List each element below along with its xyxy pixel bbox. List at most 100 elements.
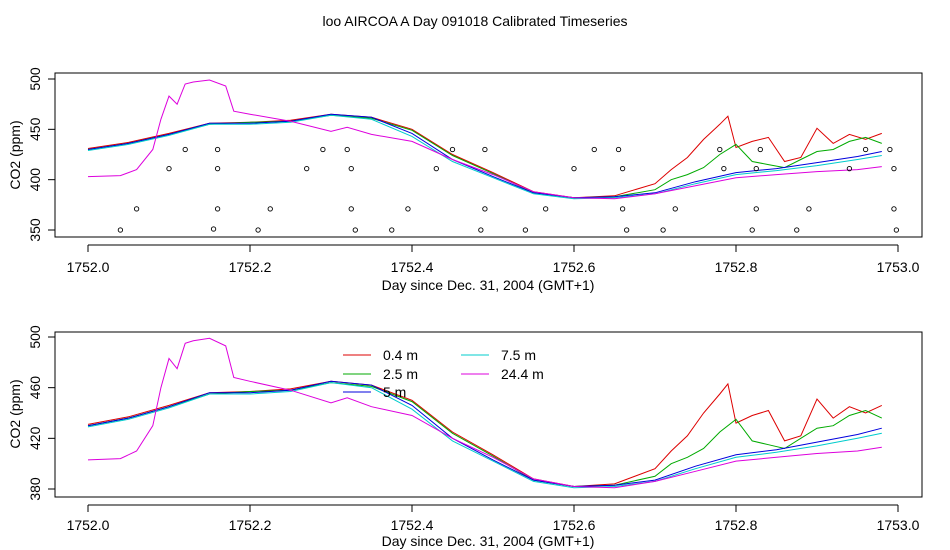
data-marker bbox=[478, 227, 484, 233]
data-marker bbox=[806, 206, 812, 212]
data-marker bbox=[389, 227, 395, 233]
data-marker bbox=[717, 146, 723, 153]
series-line-24-4-m bbox=[87, 79, 882, 200]
y-tick-label: 500 bbox=[27, 325, 43, 349]
x-tick-label: 1752.2 bbox=[229, 259, 272, 275]
x-tick-label: 1753.0 bbox=[877, 259, 920, 275]
data-marker bbox=[214, 146, 221, 153]
data-marker bbox=[753, 206, 759, 212]
data-marker bbox=[433, 165, 439, 172]
data-marker bbox=[619, 165, 626, 172]
data-marker bbox=[449, 146, 456, 153]
legend-label: 5 m bbox=[383, 384, 406, 400]
data-marker bbox=[757, 146, 763, 153]
data-marker bbox=[255, 227, 261, 233]
x-axis-bottom: 1752.0 1752.2 1752.4 1752.6 1752.8 1753.0 bbox=[67, 504, 920, 533]
plot-frame-bottom bbox=[54, 331, 923, 498]
series-group-top bbox=[87, 79, 882, 200]
legend-label: 2.5 m bbox=[383, 366, 418, 382]
data-marker bbox=[214, 206, 221, 212]
y-tick-label: 500 bbox=[27, 67, 43, 91]
data-marker bbox=[133, 206, 140, 212]
series-line-0-4-m bbox=[87, 380, 883, 488]
legend-label: 24.4 m bbox=[501, 366, 544, 382]
data-marker bbox=[210, 226, 217, 232]
data-marker bbox=[624, 227, 630, 233]
series-group-bottom bbox=[87, 337, 883, 489]
data-marker bbox=[304, 165, 310, 172]
series-line-5-m bbox=[87, 380, 882, 488]
data-marker bbox=[352, 227, 358, 233]
series-line-24-4-m bbox=[87, 337, 882, 489]
data-marker bbox=[166, 165, 172, 172]
data-marker bbox=[893, 227, 900, 233]
legend-label: 0.4 m bbox=[383, 347, 418, 363]
data-marker bbox=[749, 227, 755, 233]
y-tick-label: 450 bbox=[27, 117, 43, 141]
series-line-2-5-m bbox=[87, 382, 883, 488]
x-tick-label: 1752.0 bbox=[67, 259, 110, 275]
data-marker bbox=[405, 206, 411, 212]
x-axis-label-bottom: Day since Dec. 31, 2004 (GMT+1) bbox=[382, 533, 595, 549]
data-marker bbox=[891, 165, 897, 172]
panel-top: 1752.0 1752.2 1752.4 1752.6 1752.8 1753.0 350… bbox=[7, 67, 923, 293]
data-marker bbox=[891, 206, 897, 212]
data-marker bbox=[482, 206, 488, 212]
data-marker bbox=[348, 165, 354, 172]
y-axis-label-bottom: CO2 (ppm) bbox=[7, 379, 23, 448]
x-tick-label: 1752.2 bbox=[229, 517, 272, 533]
data-marker bbox=[672, 206, 678, 212]
data-marker bbox=[794, 227, 800, 233]
x-tick-label: 1752.6 bbox=[553, 259, 596, 275]
series-line-7-5-m bbox=[87, 382, 882, 489]
data-marker bbox=[348, 206, 354, 212]
y-tick-label: 420 bbox=[27, 426, 43, 450]
data-marker bbox=[344, 146, 350, 153]
marker-group-top bbox=[117, 146, 900, 233]
data-marker bbox=[619, 206, 626, 212]
y-axis-top: 350 400 450 500 bbox=[27, 67, 56, 242]
plot-frame-top bbox=[54, 72, 923, 238]
series-line-5-m bbox=[87, 113, 882, 199]
legend: 0.4 m 2.5 m 5 m 7.5 m 24.4 m bbox=[343, 347, 544, 400]
data-marker bbox=[267, 206, 273, 212]
data-marker bbox=[615, 146, 622, 153]
legend-label: 7.5 m bbox=[501, 347, 536, 363]
x-tick-label: 1752.8 bbox=[715, 259, 758, 275]
x-tick-label: 1752.0 bbox=[67, 517, 110, 533]
data-marker bbox=[591, 146, 597, 153]
x-tick-label: 1752.4 bbox=[391, 517, 434, 533]
x-tick-label: 1753.0 bbox=[877, 517, 920, 533]
data-marker bbox=[846, 165, 853, 172]
data-marker bbox=[887, 146, 893, 153]
chart-title: loo AIRCOA A Day 091018 Calibrated Times… bbox=[322, 13, 627, 29]
data-marker bbox=[571, 165, 577, 172]
y-axis-label-top: CO2 (ppm) bbox=[7, 120, 23, 189]
y-tick-label: 400 bbox=[27, 168, 43, 192]
panel-bottom: 1752.0 1752.2 1752.4 1752.6 1752.8 1753.0 380… bbox=[7, 325, 923, 549]
data-marker bbox=[214, 165, 221, 172]
y-tick-label: 380 bbox=[27, 477, 43, 501]
x-tick-label: 1752.4 bbox=[391, 259, 434, 275]
data-marker bbox=[753, 165, 759, 172]
data-marker bbox=[482, 146, 488, 153]
data-marker bbox=[660, 227, 666, 233]
data-marker bbox=[320, 146, 326, 153]
data-marker bbox=[182, 146, 188, 153]
x-tick-label: 1752.6 bbox=[553, 517, 596, 533]
y-tick-label: 460 bbox=[27, 376, 43, 400]
data-marker bbox=[117, 227, 124, 233]
series-line-7-5-m bbox=[87, 114, 882, 200]
y-axis-bottom: 380 420 460 500 bbox=[27, 325, 56, 501]
series-line-0-4-m bbox=[87, 113, 882, 199]
data-marker bbox=[543, 206, 549, 212]
y-tick-label: 350 bbox=[27, 218, 43, 242]
x-axis-top: 1752.0 1752.2 1752.4 1752.6 1752.8 1753.0 bbox=[67, 244, 920, 275]
series-line-2-5-m bbox=[87, 114, 882, 199]
x-axis-label-top: Day since Dec. 31, 2004 (GMT+1) bbox=[382, 277, 595, 293]
data-marker bbox=[721, 165, 727, 172]
data-marker bbox=[522, 227, 529, 233]
x-tick-label: 1752.8 bbox=[715, 517, 758, 533]
data-marker bbox=[862, 146, 869, 153]
